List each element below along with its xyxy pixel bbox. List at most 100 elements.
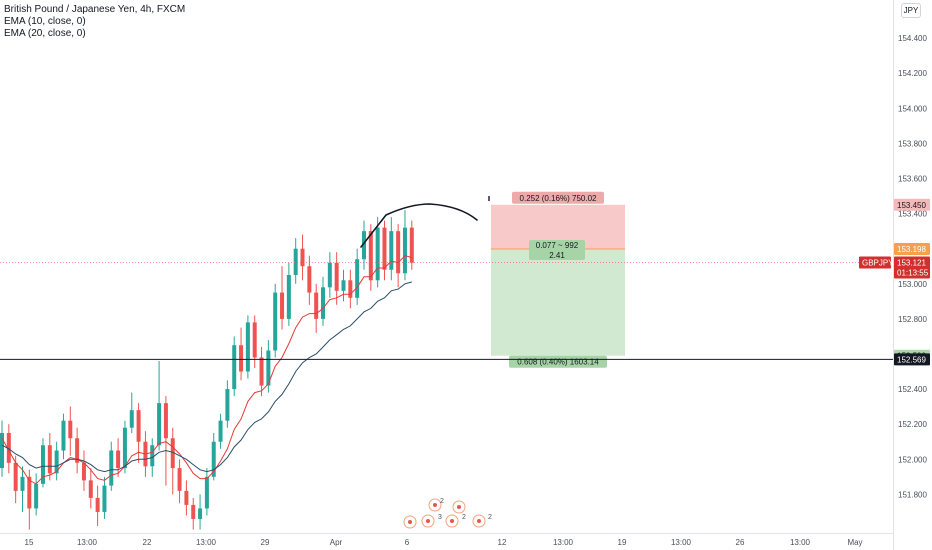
candle-body <box>239 345 244 372</box>
candle-body <box>327 262 332 288</box>
x-tick-label: 13:00 <box>671 538 692 547</box>
event-marker-dot <box>450 519 454 523</box>
y-tick-label: 153.600 <box>898 174 927 183</box>
stop-label-text: 0.252 (0.16%) 750.02 <box>520 194 597 203</box>
last-price-tag <box>894 256 930 279</box>
candle-body <box>232 345 237 390</box>
target-zone <box>491 249 625 356</box>
hline-price-tag <box>894 353 930 366</box>
candle-body <box>163 403 168 439</box>
event-marker-dot <box>433 503 437 507</box>
candle-body <box>396 231 401 274</box>
candle-body <box>129 410 134 428</box>
event-marker-dot <box>477 519 481 523</box>
x-tick-label: 22 <box>143 538 152 547</box>
candle-body <box>368 231 373 281</box>
countdown-text: 01:13:55 <box>897 269 929 278</box>
candle-body <box>27 476 32 509</box>
y-tick-label: 151.800 <box>898 490 927 499</box>
ema-10-line <box>1 255 412 485</box>
candle-body <box>47 445 52 474</box>
x-tick-label: 26 <box>736 538 745 547</box>
entry-price-text: 153.198 <box>897 245 926 254</box>
candles-layer <box>0 210 414 530</box>
candle-body <box>116 450 121 469</box>
x-tick-label: 6 <box>405 538 410 547</box>
ema-20-line <box>1 281 412 473</box>
entry-price-tag <box>894 243 930 256</box>
candle-body <box>170 438 175 469</box>
rounded-top-arc <box>360 203 478 248</box>
candle-body <box>54 450 59 474</box>
legend-ema-10[interactable]: EMA (10, close, 0) <box>4 16 86 27</box>
candle-body <box>273 292 278 351</box>
event-marker-count: 2 <box>462 514 466 521</box>
stop-label-box <box>512 191 604 204</box>
event-marker-count: 2 <box>440 498 444 505</box>
candle-body <box>88 480 93 498</box>
y-tick-label: 152.800 <box>898 315 927 324</box>
ema-layer <box>1 255 412 485</box>
candle-body <box>61 420 66 451</box>
price-labels-layer: 153.450153.198152.590152.569153.12101:13… <box>859 198 930 366</box>
legend-ema-20[interactable]: EMA (20, close, 0) <box>4 28 86 39</box>
y-tick-label: 152.000 <box>898 455 927 464</box>
event-marker-dot <box>457 505 461 509</box>
x-tick-label: 12 <box>498 538 507 547</box>
candle-body <box>280 292 285 319</box>
hline-price-text: 152.569 <box>897 355 926 364</box>
candle-body <box>40 445 45 484</box>
candle-body <box>259 357 264 386</box>
legend-title[interactable]: British Pound / Japanese Yen, 4h, FXCM <box>4 4 186 15</box>
candle-body <box>81 462 86 481</box>
event-marker-dot <box>426 519 430 523</box>
candle-body <box>75 438 80 463</box>
risk-reward-label-text: 0.077 ~ 992 <box>536 241 579 250</box>
candle-body <box>321 287 326 319</box>
candle-body <box>334 262 339 291</box>
candle-body <box>218 420 223 442</box>
candle-body <box>348 280 353 298</box>
candle-body <box>341 280 346 291</box>
candle-body <box>389 231 394 270</box>
candle-body <box>402 227 407 274</box>
candle-body <box>245 322 250 372</box>
candle-body <box>286 275 291 319</box>
x-tick-label: 13:00 <box>196 538 217 547</box>
risk-reward-label-text: 2.41 <box>549 251 565 260</box>
stop-price-text: 153.450 <box>897 201 926 210</box>
candle-body <box>191 504 196 519</box>
candle-body <box>122 427 127 469</box>
currency-badge[interactable]: JPY <box>901 3 921 18</box>
event-marker-dot <box>408 520 412 524</box>
candle-body <box>314 292 319 319</box>
candle-body <box>157 403 162 446</box>
y-tick-label: 154.000 <box>898 104 927 113</box>
last-price-text: 153.121 <box>897 259 926 268</box>
y-tick-label: 152.200 <box>898 420 927 429</box>
candle-body <box>382 227 387 270</box>
target-label-text: 0.608 (0.40%) 1603.14 <box>517 358 599 367</box>
y-tick-label: 152.400 <box>898 385 927 394</box>
candle-body <box>266 350 271 386</box>
x-tick-label: 13:00 <box>553 538 574 547</box>
candle-body <box>293 248 298 276</box>
candle-body <box>204 476 209 509</box>
target-label-box <box>509 355 607 368</box>
candle-body <box>0 432 4 469</box>
x-tick-label: 13:00 <box>77 538 98 547</box>
x-tick-label: May <box>847 538 862 547</box>
symbol-text: GBPJPY <box>862 259 894 268</box>
x-tick-label: 29 <box>261 538 270 547</box>
candle-body <box>136 410 141 442</box>
x-tick-label: 15 <box>25 538 34 547</box>
candle-body <box>34 483 39 509</box>
position-zones: 0.252 (0.16%) 750.02 0.608 (0.40%) 1603.1… <box>488 191 625 368</box>
y-tick-label: 153.800 <box>898 139 927 148</box>
candle-body <box>252 322 257 358</box>
candle-body <box>375 227 380 281</box>
candle-body <box>361 231 366 260</box>
x-tick-label: Apr <box>330 538 343 547</box>
candle-body <box>211 441 216 477</box>
